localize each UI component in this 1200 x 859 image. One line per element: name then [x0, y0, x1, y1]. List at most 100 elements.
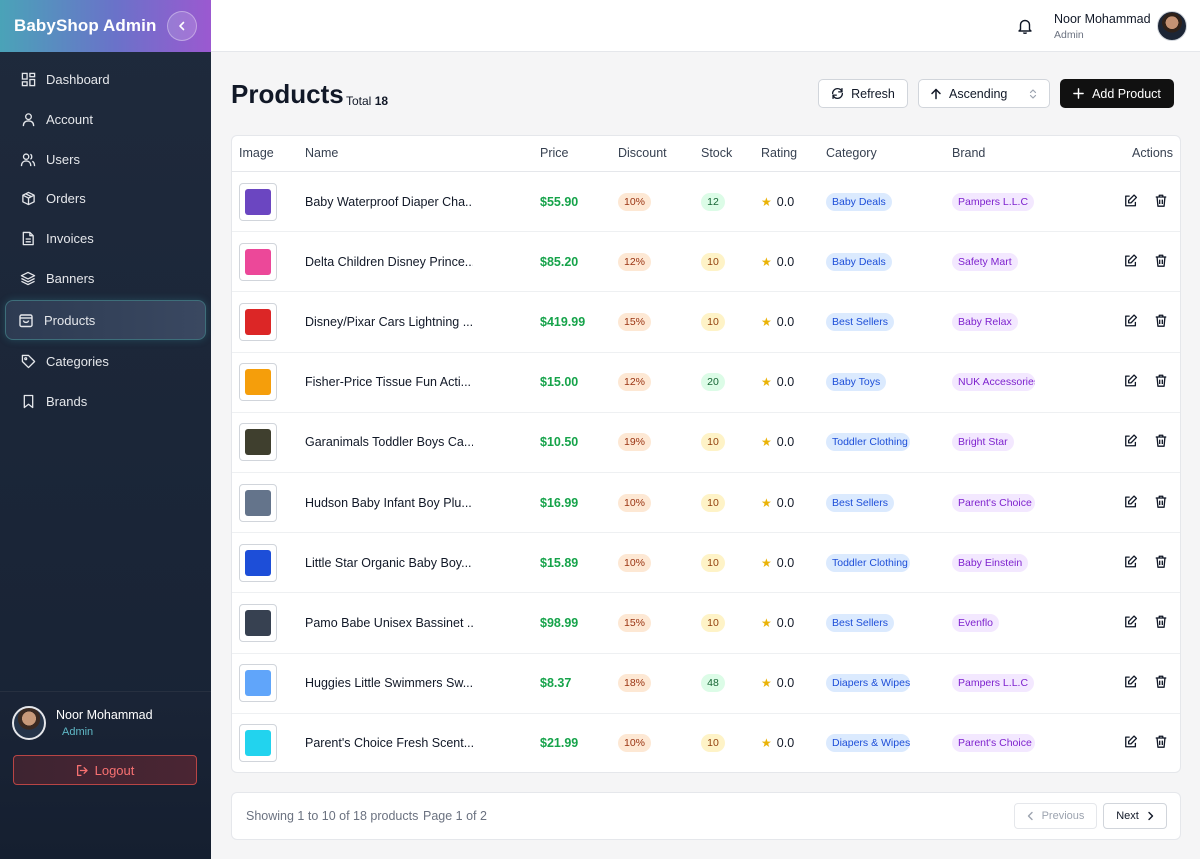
product-thumbnail[interactable]	[239, 483, 277, 522]
delete-icon[interactable]	[1154, 253, 1168, 270]
delete-icon[interactable]	[1154, 434, 1168, 451]
col-rating[interactable]: Rating	[761, 146, 798, 160]
star-icon: ★	[761, 736, 772, 751]
rating-value: 0.0	[776, 254, 795, 269]
delete-icon[interactable]	[1154, 494, 1168, 511]
product-thumbnail[interactable]	[239, 363, 277, 402]
table-row[interactable]: Hudson Baby Infant Boy Plu... $16.99 10% 10…	[232, 473, 1180, 534]
product-thumbnail[interactable]	[239, 664, 277, 703]
edit-icon[interactable]	[1124, 494, 1138, 511]
table-row[interactable]: Huggies Little Swimmers Sw... $8.37 18% 48 ★…	[232, 654, 1180, 714]
edit-icon[interactable]	[1124, 554, 1138, 571]
total-count: Total 18	[346, 94, 388, 108]
product-name: Baby Waterproof Diaper Cha...	[305, 194, 473, 209]
sidebar-item-users[interactable]: Users	[0, 139, 211, 179]
product-image	[245, 308, 271, 335]
col-stock[interactable]: Stock	[701, 146, 733, 160]
col-category[interactable]: Category	[826, 146, 877, 160]
product-thumbnail[interactable]	[239, 302, 277, 341]
col-image[interactable]: Image	[239, 146, 274, 160]
category-badge: Diapers & Wipes	[826, 734, 910, 753]
sidebar-item-brands[interactable]: Brands	[0, 382, 211, 422]
table-row[interactable]: Fisher-Price Tissue Fun Acti... $15.00 12%…	[232, 353, 1180, 413]
edit-icon[interactable]	[1124, 675, 1138, 692]
product-thumbnail[interactable]	[239, 543, 277, 582]
topbar-user[interactable]: Noor Mohammad Admin	[1054, 12, 1151, 41]
product-price: $55.90	[540, 194, 579, 209]
sidebar-item-label: Invoices	[46, 231, 94, 247]
stock-badge: 10	[701, 734, 725, 753]
rating-value: 0.0	[776, 495, 795, 510]
product-thumbnail[interactable]	[239, 182, 277, 221]
delete-icon[interactable]	[1154, 675, 1168, 692]
product-thumbnail[interactable]	[239, 242, 277, 281]
bookmark-icon	[20, 394, 36, 410]
delete-icon[interactable]	[1154, 735, 1168, 752]
category-badge: Baby Deals	[826, 252, 892, 271]
previous-button[interactable]: Previous	[1014, 803, 1097, 829]
brand-badge: Parent's Choice	[952, 493, 1035, 512]
sort-order-label: Ascending	[949, 86, 1008, 101]
sidebar-item-account[interactable]: Account	[0, 100, 211, 140]
rating-value: 0.0	[776, 435, 795, 450]
bell-icon[interactable]	[1016, 17, 1034, 35]
col-name[interactable]: Name	[305, 146, 339, 160]
sidebar-item-banners[interactable]: Banners	[0, 258, 211, 298]
delete-icon[interactable]	[1154, 554, 1168, 571]
sidebar-item-orders[interactable]: Orders	[0, 179, 211, 219]
edit-icon[interactable]	[1124, 434, 1138, 451]
table-row[interactable]: Little Star Organic Baby Boy... $15.89 10%…	[232, 533, 1180, 594]
sidebar-item-products[interactable]: Products	[5, 300, 206, 341]
stock-badge: 10	[701, 613, 725, 632]
sidebar-item-categories[interactable]: Categories	[0, 342, 211, 382]
table-row[interactable]: Disney/Pixar Cars Lightning ... $419.99 15…	[232, 292, 1180, 353]
table-row[interactable]: Garanimals Toddler Boys Ca... $10.50 19% 10…	[232, 413, 1180, 473]
col-price[interactable]: Price	[540, 146, 569, 160]
discount-badge: 12%	[618, 373, 652, 392]
delete-icon[interactable]	[1154, 193, 1168, 210]
edit-icon[interactable]	[1124, 313, 1138, 330]
rating: ★ 0.0	[761, 556, 794, 570]
table-row[interactable]: Delta Children Disney Prince... $85.20 12%…	[232, 232, 1180, 293]
table-row[interactable]: Parent's Choice Fresh Scent... $21.99 10% 1…	[232, 714, 1180, 772]
collapse-sidebar-button[interactable]	[167, 11, 197, 41]
rating: ★ 0.0	[761, 736, 794, 750]
delete-icon[interactable]	[1154, 374, 1168, 391]
product-name: Disney/Pixar Cars Lightning ...	[305, 314, 473, 329]
sidebar-item-label: Products	[44, 312, 96, 328]
delete-icon[interactable]	[1154, 313, 1168, 330]
chevron-up-down-icon	[1029, 89, 1037, 99]
logout-icon	[76, 764, 88, 776]
next-button[interactable]: Next	[1103, 803, 1167, 829]
add-product-button[interactable]: Add Product	[1060, 79, 1174, 108]
edit-icon[interactable]	[1124, 374, 1138, 391]
sidebar-item-label: Categories	[46, 354, 109, 370]
product-thumbnail[interactable]	[239, 423, 277, 462]
refresh-button[interactable]: Refresh	[818, 79, 908, 108]
edit-icon[interactable]	[1124, 614, 1138, 631]
product-name: Little Star Organic Baby Boy...	[305, 555, 472, 570]
rating: ★ 0.0	[761, 195, 794, 209]
product-price: $419.99	[540, 314, 586, 329]
sort-order-select[interactable]: Ascending	[918, 79, 1050, 108]
product-image	[245, 188, 271, 215]
edit-icon[interactable]	[1124, 253, 1138, 270]
table-row[interactable]: Baby Waterproof Diaper Cha... $55.90 10% 12…	[232, 172, 1180, 233]
product-thumbnail[interactable]	[239, 724, 277, 763]
product-thumbnail[interactable]	[239, 603, 277, 642]
col-discount[interactable]: Discount	[618, 146, 667, 160]
delete-icon[interactable]	[1154, 614, 1168, 631]
table-row[interactable]: Pamo Babe Unisex Bassinet ... $98.99 15% 10…	[232, 593, 1180, 654]
product-price: $98.99	[540, 615, 579, 630]
edit-icon[interactable]	[1124, 193, 1138, 210]
col-brand[interactable]: Brand	[952, 146, 986, 160]
category-badge: Diapers & Wipes	[826, 674, 910, 693]
brand-badge: Pampers L.L.C	[952, 192, 1035, 211]
sidebar-item-invoices[interactable]: Invoices	[0, 219, 211, 259]
sidebar-item-dashboard[interactable]: Dashboard	[0, 60, 211, 100]
edit-icon[interactable]	[1124, 735, 1138, 752]
logout-button[interactable]: Logout	[13, 755, 197, 785]
star-icon: ★	[761, 555, 772, 570]
total-value: 18	[374, 94, 389, 108]
avatar[interactable]	[1157, 11, 1187, 41]
